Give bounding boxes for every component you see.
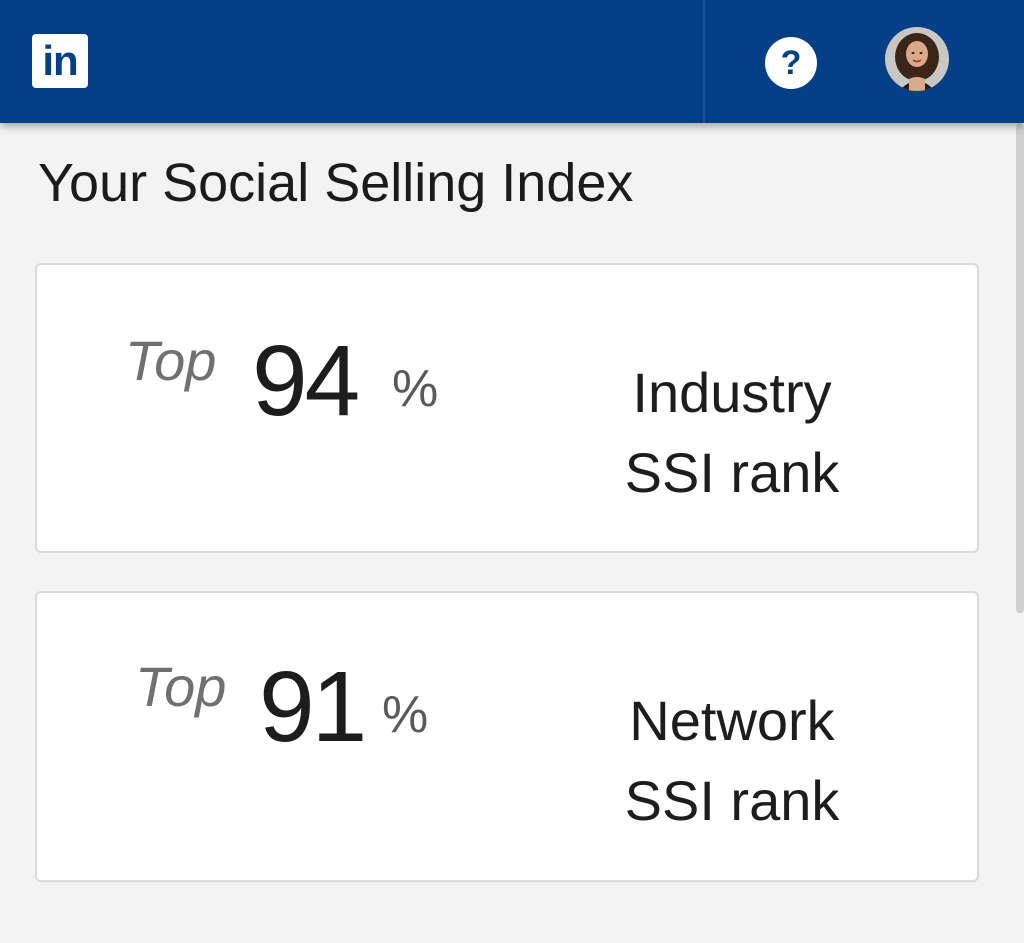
help-icon[interactable]: ?: [765, 37, 817, 89]
rank-label-line1: Network: [629, 689, 835, 752]
avatar[interactable]: [885, 27, 949, 91]
page-title: Your Social Selling Index: [38, 153, 634, 213]
header-divider: [703, 0, 705, 123]
top-navigation-bar: in ?: [0, 0, 1024, 123]
network-rank-label: Network SSI rank: [612, 681, 852, 841]
percent-sign: %: [382, 686, 429, 744]
linkedin-logo-icon[interactable]: in: [32, 34, 88, 88]
industry-rank-label: Industry SSI rank: [612, 353, 852, 513]
industry-ssi-card: Top 94 % Industry SSI rank: [35, 263, 979, 553]
scrollbar[interactable]: [1016, 123, 1024, 613]
network-rank-value: 91: [259, 651, 367, 763]
top-prefix-label: Top: [135, 655, 227, 718]
rank-label-line2: SSI rank: [624, 769, 840, 832]
percent-sign: %: [392, 360, 439, 418]
help-icon-glyph: ?: [780, 44, 802, 82]
network-ssi-card: Top 91 % Network SSI rank: [35, 591, 979, 882]
rank-label-line2: SSI rank: [624, 441, 840, 504]
top-prefix-label: Top: [125, 329, 217, 392]
rank-label-line1: Industry: [632, 361, 832, 424]
avatar-photo: [885, 27, 949, 91]
industry-rank-value: 94: [252, 325, 360, 437]
logo-text: in: [42, 37, 78, 84]
